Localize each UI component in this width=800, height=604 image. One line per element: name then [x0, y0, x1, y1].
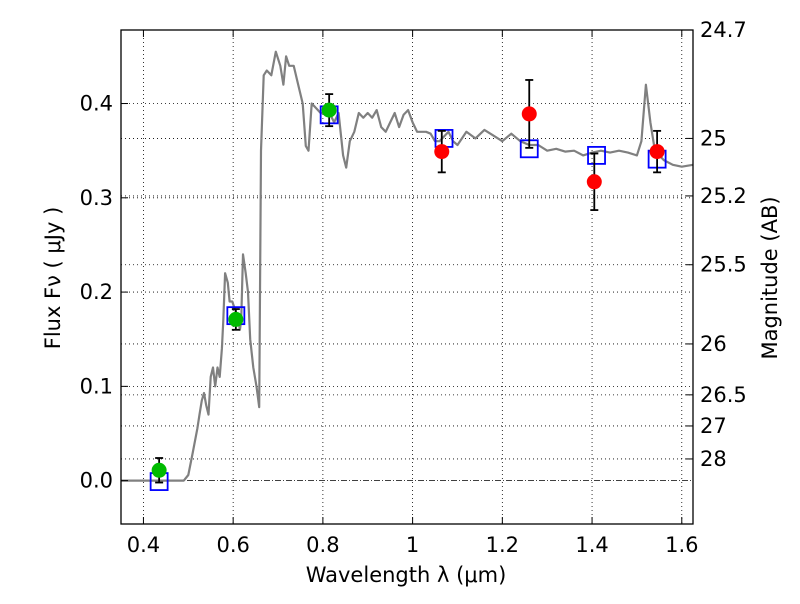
- y-tick-label: 0.0: [80, 469, 113, 493]
- magnitude-tick-label: 26: [700, 332, 727, 356]
- x-tick-label: 0.8: [306, 533, 339, 557]
- observed-point-ir: [522, 106, 537, 121]
- magnitude-tick-label: 26.5: [700, 383, 747, 407]
- x-tick-label: 1.4: [575, 533, 608, 557]
- y-tick-label: 0.1: [80, 374, 113, 398]
- observed-point-ground: [152, 463, 167, 478]
- plot-border: [121, 30, 693, 524]
- magnitude-tick-label: 25.5: [700, 253, 747, 277]
- y2-axis-label: Magnitude (AB): [758, 196, 782, 359]
- plot-frame: [121, 30, 693, 524]
- observed-point-ir: [434, 144, 449, 159]
- x-tick-label: 1.6: [665, 533, 698, 557]
- x-tick-label: 0.6: [216, 533, 249, 557]
- magnitude-tick-label: 24.7: [700, 18, 747, 42]
- observed-point-ir: [650, 144, 665, 159]
- y-tick-label: 0.3: [80, 186, 113, 210]
- y-tick-label: 0.4: [80, 92, 113, 116]
- magnitude-tick-label: 27: [700, 414, 727, 438]
- y-axis-label: Flux Fν ( μJy ): [41, 207, 65, 350]
- model-photometry-square: [588, 147, 605, 164]
- grid: [121, 30, 693, 524]
- observed-point-ir: [587, 174, 602, 189]
- x-tick-label: 0.4: [127, 533, 160, 557]
- x-tick-label: 1: [406, 533, 419, 557]
- magnitude-tick-label: 25.2: [700, 184, 747, 208]
- y-tick-label: 0.2: [80, 280, 113, 304]
- x-axis-label: Wavelength λ (μm): [306, 563, 507, 587]
- x-tick-label: 1.2: [486, 533, 519, 557]
- sed-model: [121, 52, 693, 481]
- magnitude-tick-label: 25: [700, 126, 727, 150]
- observed-point-ground: [228, 312, 243, 327]
- magnitude-tick-label: 28: [700, 447, 727, 471]
- observed-point-ground: [322, 103, 337, 118]
- sed-model-curve: [121, 52, 693, 481]
